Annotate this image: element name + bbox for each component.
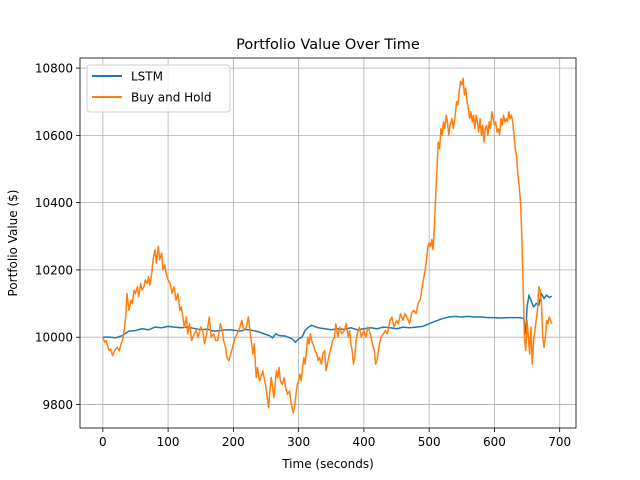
y-tick-label: 10800 bbox=[35, 62, 73, 76]
y-tick-label: 10000 bbox=[35, 331, 73, 345]
x-tick-label: 200 bbox=[222, 435, 245, 449]
y-tick-label: 10600 bbox=[35, 129, 73, 143]
legend-label-buy-and-hold: Buy and Hold bbox=[131, 91, 211, 105]
x-axis-label: Time (seconds) bbox=[281, 457, 374, 471]
chart-legend: LSTM Buy and Hold bbox=[86, 64, 231, 113]
y-tick-label: 10200 bbox=[35, 263, 73, 277]
x-tick-label: 300 bbox=[287, 435, 310, 449]
x-tick-label: 100 bbox=[157, 435, 180, 449]
y-tick-label: 9800 bbox=[42, 398, 73, 412]
legend-label-lstm: LSTM bbox=[131, 70, 163, 84]
x-axis-ticks: 0 100 200 300 400 500 600 700 bbox=[99, 428, 571, 449]
grid-lines bbox=[80, 58, 576, 428]
y-tick-label: 10400 bbox=[35, 196, 73, 210]
plot-area-frame bbox=[79, 57, 577, 429]
series-line-lstm bbox=[102, 292, 553, 343]
x-tick-label: 700 bbox=[548, 435, 571, 449]
series-line-buy-and-hold bbox=[102, 77, 553, 414]
x-tick-label: 400 bbox=[352, 435, 375, 449]
x-tick-label: 500 bbox=[418, 435, 441, 449]
series-lines bbox=[102, 77, 553, 414]
legend-box bbox=[86, 64, 231, 113]
y-axis-ticks: 9800 10000 10200 10400 10600 10800 bbox=[35, 62, 80, 412]
x-tick-label: 0 bbox=[99, 435, 107, 449]
x-tick-label: 600 bbox=[483, 435, 506, 449]
chart-title: Portfolio Value Over Time bbox=[236, 37, 420, 53]
y-axis-label: Portfolio Value ($) bbox=[6, 190, 20, 297]
